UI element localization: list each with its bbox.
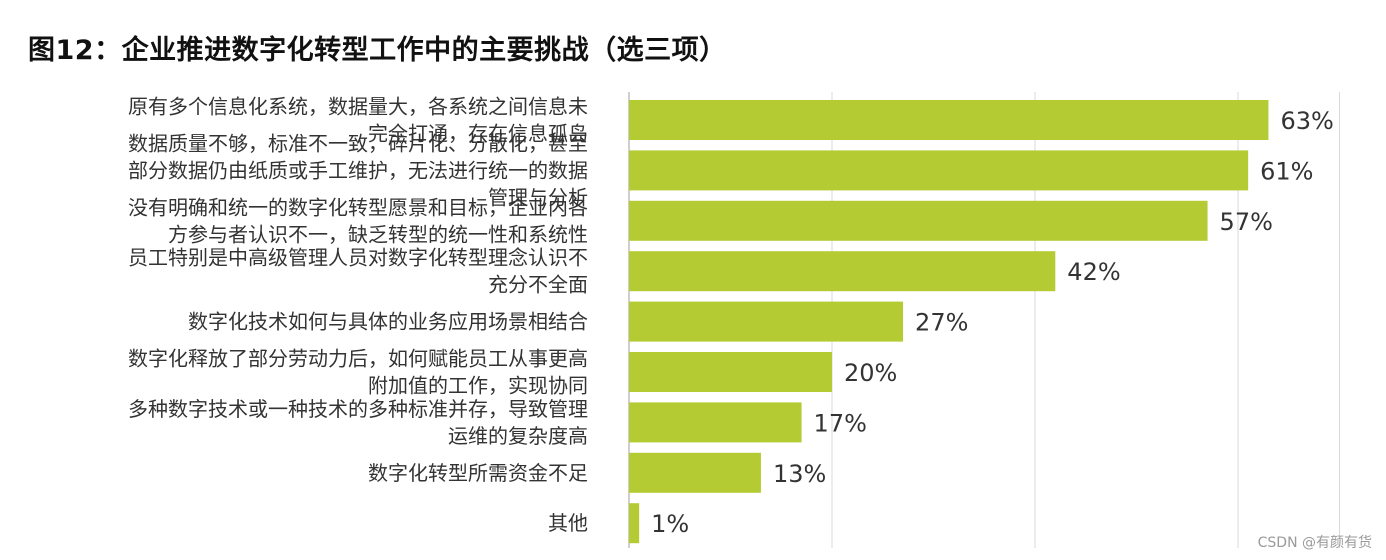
- category-label: 数据质量不够，标准不一致，碎片化、分散化，甚至: [128, 131, 588, 155]
- value-label: 1%: [651, 510, 689, 538]
- category-label: 管理与分析: [488, 185, 588, 209]
- category-label: 员工特别是中高级管理人员对数字化转型理念认识不: [128, 246, 588, 270]
- value-label: 61%: [1260, 157, 1313, 185]
- value-label: 63%: [1280, 107, 1333, 135]
- bar: [629, 150, 1249, 191]
- category-label: 方参与者认识不一，缺乏转型的统一性和系统性: [168, 222, 588, 246]
- bar: [629, 352, 832, 392]
- category-label: 原有多个信息化系统，数据量大，各系统之间信息未: [128, 95, 588, 119]
- bar: [629, 200, 1208, 241]
- bar: [629, 452, 761, 493]
- chart-title: 图12：企业推进数字化转型工作中的主要挑战（选三项）: [28, 35, 727, 66]
- bar: [629, 251, 1056, 292]
- category-label: 充分不全面: [488, 273, 588, 297]
- category-label: 其他: [548, 511, 588, 535]
- category-label: 附加值的工作，实现协同: [368, 374, 588, 398]
- category-label: 数字化转型所需资金不足: [368, 461, 588, 485]
- category-label: 多种数字技术或一种技术的多种标准并存，导致管理: [128, 397, 588, 421]
- value-label: 42%: [1067, 258, 1120, 286]
- category-label: 部分数据仍由纸质或手工维护，无法进行统一的数据: [128, 158, 588, 182]
- value-label: 17%: [814, 409, 867, 437]
- bar: [629, 503, 640, 544]
- category-label: 运维的复杂度高: [448, 424, 588, 448]
- value-label: 57%: [1220, 208, 1273, 236]
- category-label: 完全打通，存在信息孤岛: [368, 122, 588, 146]
- bar: [629, 301, 904, 342]
- category-labels: 原有多个信息化系统，数据量大，各系统之间信息未完全打通，存在信息孤岛数据质量不够…: [128, 95, 588, 536]
- value-label: 20%: [844, 359, 897, 387]
- value-labels: 63% 61% 57% 42% 27% 20% 17% 13% 1%: [651, 107, 1334, 538]
- bar: [629, 402, 802, 443]
- category-label: 没有明确和统一的数字化转型愿景和目标，企业内各: [128, 195, 588, 219]
- value-label: 27%: [915, 309, 968, 337]
- watermark: CSDN @有颜有货: [1257, 535, 1372, 551]
- category-label: 数字化释放了部分劳动力后，如何赋能员工从事更高: [128, 347, 588, 371]
- bars: [629, 100, 1269, 544]
- bar: [629, 100, 1269, 140]
- category-label: 数字化技术如何与具体的业务应用场景相结合: [188, 310, 588, 334]
- value-label: 13%: [773, 460, 826, 488]
